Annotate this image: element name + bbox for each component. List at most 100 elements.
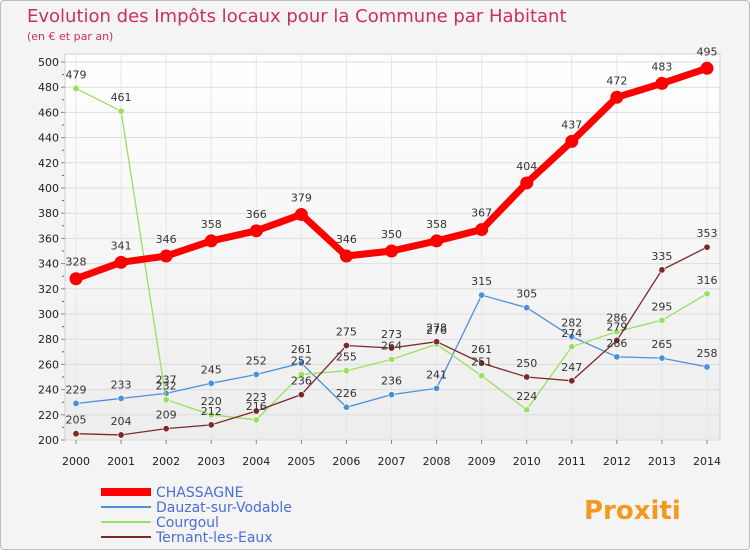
point-ternant-les-eaux-2006 (342, 341, 350, 349)
point-courgoul-2006 (342, 367, 350, 375)
data-label-chassagne-2010: 404 (516, 160, 537, 173)
data-label-courgoul-2012: 286 (606, 312, 627, 325)
y-tick-label-480: 480 (38, 81, 59, 94)
data-label-ternant-les-eaux-2004: 223 (246, 391, 267, 404)
point-ternant-les-eaux-2014 (703, 243, 711, 251)
x-tick-label-2011: 2011 (558, 455, 586, 468)
x-tick-label-2013: 2013 (648, 455, 676, 468)
point-ternant-les-eaux-2010 (523, 373, 531, 381)
legend: CHASSAGNEDauzat-sur-VodableCourgoulTerna… (101, 485, 292, 546)
y-tick-label-320: 320 (38, 283, 59, 296)
data-label-dauzat-sur-vodable-2001: 233 (111, 378, 132, 391)
data-label-courgoul-2001: 461 (111, 91, 132, 104)
data-label-ternant-les-eaux-2008: 278 (426, 322, 447, 335)
data-label-dauzat-sur-vodable-2014: 258 (697, 347, 718, 360)
x-tick-label-2000: 2000 (62, 455, 90, 468)
x-tick-label-2002: 2002 (152, 455, 180, 468)
x-tick-label-2010: 2010 (513, 455, 541, 468)
point-dauzat-sur-vodable-2013 (658, 354, 666, 362)
series-ternant-les-eaux (72, 243, 711, 439)
data-label-dauzat-sur-vodable-2003: 245 (201, 363, 222, 376)
data-label-dauzat-sur-vodable-2006: 226 (336, 387, 357, 400)
point-courgoul-2003 (207, 411, 215, 419)
point-courgoul-2005 (297, 370, 305, 378)
data-label-dauzat-sur-vodable-2004: 252 (246, 354, 267, 367)
data-label-ternant-les-eaux-2013: 335 (651, 250, 672, 263)
data-label-courgoul-2013: 295 (651, 300, 672, 313)
point-dauzat-sur-vodable-2011 (568, 333, 576, 341)
legend-label-dauzat-sur-vodable: Dauzat-sur-Vodable (156, 500, 292, 516)
data-label-dauzat-sur-vodable-2000: 229 (66, 383, 87, 396)
data-label-courgoul-2005: 252 (291, 354, 312, 367)
data-label-chassagne-2014: 495 (697, 45, 718, 58)
y-tick-label-500: 500 (38, 56, 59, 69)
x-tick-label-2006: 2006 (332, 455, 360, 468)
x-tick-label-2014: 2014 (693, 455, 721, 468)
point-ternant-les-eaux-2008 (433, 338, 441, 346)
x-tick-label-2012: 2012 (603, 455, 631, 468)
data-label-chassagne-2004: 366 (246, 208, 267, 221)
point-ternant-les-eaux-2007 (387, 344, 395, 352)
point-ternant-les-eaux-2009 (478, 359, 486, 367)
x-tick-label-2005: 2005 (287, 455, 315, 468)
point-dauzat-sur-vodable-2014 (703, 363, 711, 371)
data-label-ternant-les-eaux-2003: 212 (201, 405, 222, 418)
legend-label-chassagne: CHASSAGNE (156, 485, 243, 501)
point-chassagne-2004 (249, 224, 263, 238)
data-label-courgoul-2011: 274 (561, 327, 582, 340)
point-courgoul-2013 (658, 316, 666, 324)
point-chassagne-2014 (700, 61, 714, 75)
point-dauzat-sur-vodable-2006 (342, 403, 350, 411)
data-label-ternant-les-eaux-2010: 250 (516, 357, 537, 370)
point-ternant-les-eaux-2004 (252, 407, 260, 415)
data-label-chassagne-2002: 346 (156, 233, 177, 246)
data-label-dauzat-sur-vodable-2007: 236 (381, 375, 402, 388)
data-label-ternant-les-eaux-2014: 353 (697, 227, 718, 240)
data-label-chassagne-2003: 358 (201, 218, 222, 231)
data-label-chassagne-2007: 350 (381, 228, 402, 241)
data-label-dauzat-sur-vodable-2008: 241 (426, 368, 447, 381)
point-courgoul-2014 (703, 290, 711, 298)
point-chassagne-2011 (565, 134, 579, 148)
data-label-dauzat-sur-vodable-2010: 305 (516, 288, 537, 301)
data-label-ternant-les-eaux-2009: 261 (471, 343, 492, 356)
point-chassagne-2005 (294, 207, 308, 221)
point-chassagne-2002 (159, 249, 173, 263)
y-tick-label-200: 200 (38, 434, 59, 447)
y-tick-label-460: 460 (38, 106, 59, 119)
data-label-courgoul-2009: 251 (471, 356, 492, 369)
point-ternant-les-eaux-2000 (72, 430, 80, 438)
x-tick-label-2009: 2009 (468, 455, 496, 468)
point-chassagne-2008 (430, 234, 444, 248)
point-ternant-les-eaux-2011 (568, 377, 576, 385)
y-tick-label-340: 340 (38, 258, 59, 271)
y-tick-label-240: 240 (38, 384, 59, 397)
point-dauzat-sur-vodable-2001 (117, 394, 125, 402)
data-label-courgoul-2010: 224 (516, 390, 537, 403)
x-tick-label-2001: 2001 (107, 455, 135, 468)
point-chassagne-2001 (114, 255, 128, 269)
x-tick-label-2004: 2004 (242, 455, 270, 468)
data-label-ternant-les-eaux-2007: 273 (381, 328, 402, 341)
y-tick-label-220: 220 (38, 409, 59, 422)
data-label-ternant-les-eaux-2005: 236 (291, 375, 312, 388)
y-tick-label-280: 280 (38, 333, 59, 346)
data-label-ternant-les-eaux-2006: 275 (336, 326, 357, 339)
y-tick-label-380: 380 (38, 207, 59, 220)
point-dauzat-sur-vodable-2012 (613, 353, 621, 361)
data-label-courgoul-2008: 276 (426, 324, 447, 337)
y-tick-label-400: 400 (38, 182, 59, 195)
y-tick-label-420: 420 (38, 157, 59, 170)
data-label-chassagne-2008: 358 (426, 218, 447, 231)
proxiti-logo: Proxiti (584, 496, 681, 526)
data-label-dauzat-sur-vodable-2011: 282 (561, 317, 582, 330)
data-label-dauzat-sur-vodable-2013: 265 (651, 338, 672, 351)
data-label-dauzat-sur-vodable-2012: 266 (606, 337, 627, 350)
data-label-courgoul-2004: 216 (246, 400, 267, 413)
data-label-chassagne-2005: 379 (291, 191, 312, 204)
data-label-ternant-les-eaux-2011: 247 (561, 361, 582, 374)
point-courgoul-2002 (162, 396, 170, 404)
